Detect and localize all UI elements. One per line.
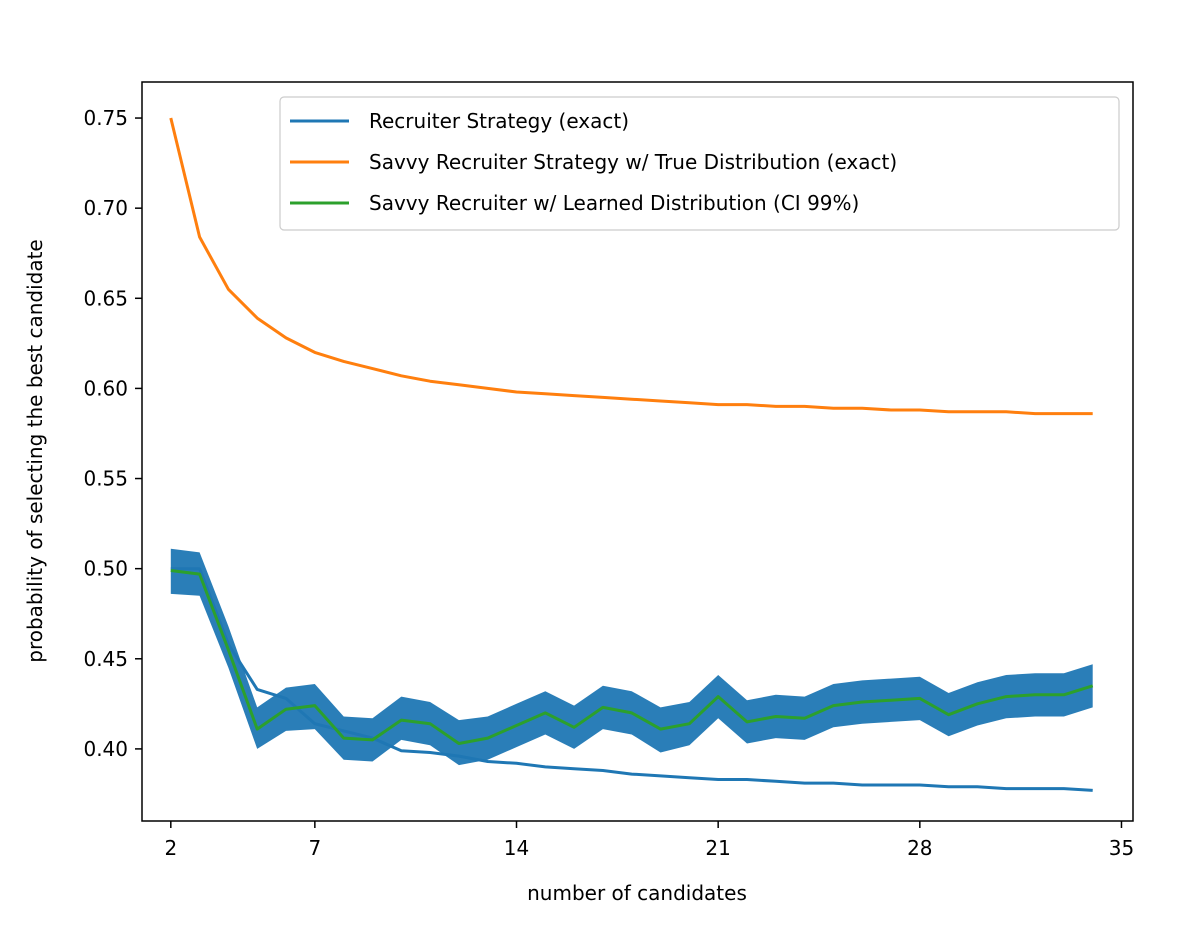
legend: Recruiter Strategy (exact) Savvy Recruit…	[279, 96, 1120, 231]
legend-label-recruiter: Recruiter Strategy (exact)	[369, 109, 629, 133]
y-axis-label: probability of selecting the best candid…	[23, 239, 47, 663]
x-axis: 2 7 14 21 28 35	[164, 821, 1134, 860]
ci-band-savvy-learned	[170, 548, 1093, 766]
legend-label-savvy-learned: Savvy Recruiter w/ Learned Distribution …	[369, 191, 859, 215]
y-axis: 0.40 0.45 0.50 0.55 0.60 0.65 0.70 0.75	[83, 106, 142, 761]
y-tick-label: 0.65	[83, 286, 128, 310]
plot-frame	[141, 81, 1134, 822]
y-tick-label: 0.40	[83, 737, 128, 761]
y-tick-label: 0.50	[83, 557, 128, 581]
x-axis-label: number of candidates	[527, 881, 747, 905]
y-tick-label: 0.60	[83, 376, 128, 400]
x-tick-label: 21	[705, 836, 730, 860]
series-line-recruiter	[170, 567, 1093, 792]
series-line-savvy-true	[169, 117, 1093, 416]
x-tick-label: 2	[164, 836, 177, 860]
x-tick-label: 28	[907, 836, 932, 860]
x-tick-label: 35	[1109, 836, 1134, 860]
x-tick-label: 14	[504, 836, 529, 860]
y-tick-label: 0.75	[83, 106, 128, 130]
series-line-savvy-learned	[170, 569, 1094, 745]
legend-label-savvy-true: Savvy Recruiter Strategy w/ True Distrib…	[369, 150, 897, 174]
y-tick-label: 0.70	[83, 196, 128, 220]
x-tick-label: 7	[308, 836, 321, 860]
y-tick-label: 0.45	[83, 647, 128, 671]
legend-box	[279, 96, 1120, 231]
plot-marks	[169, 117, 1094, 792]
y-tick-label: 0.55	[83, 467, 128, 491]
